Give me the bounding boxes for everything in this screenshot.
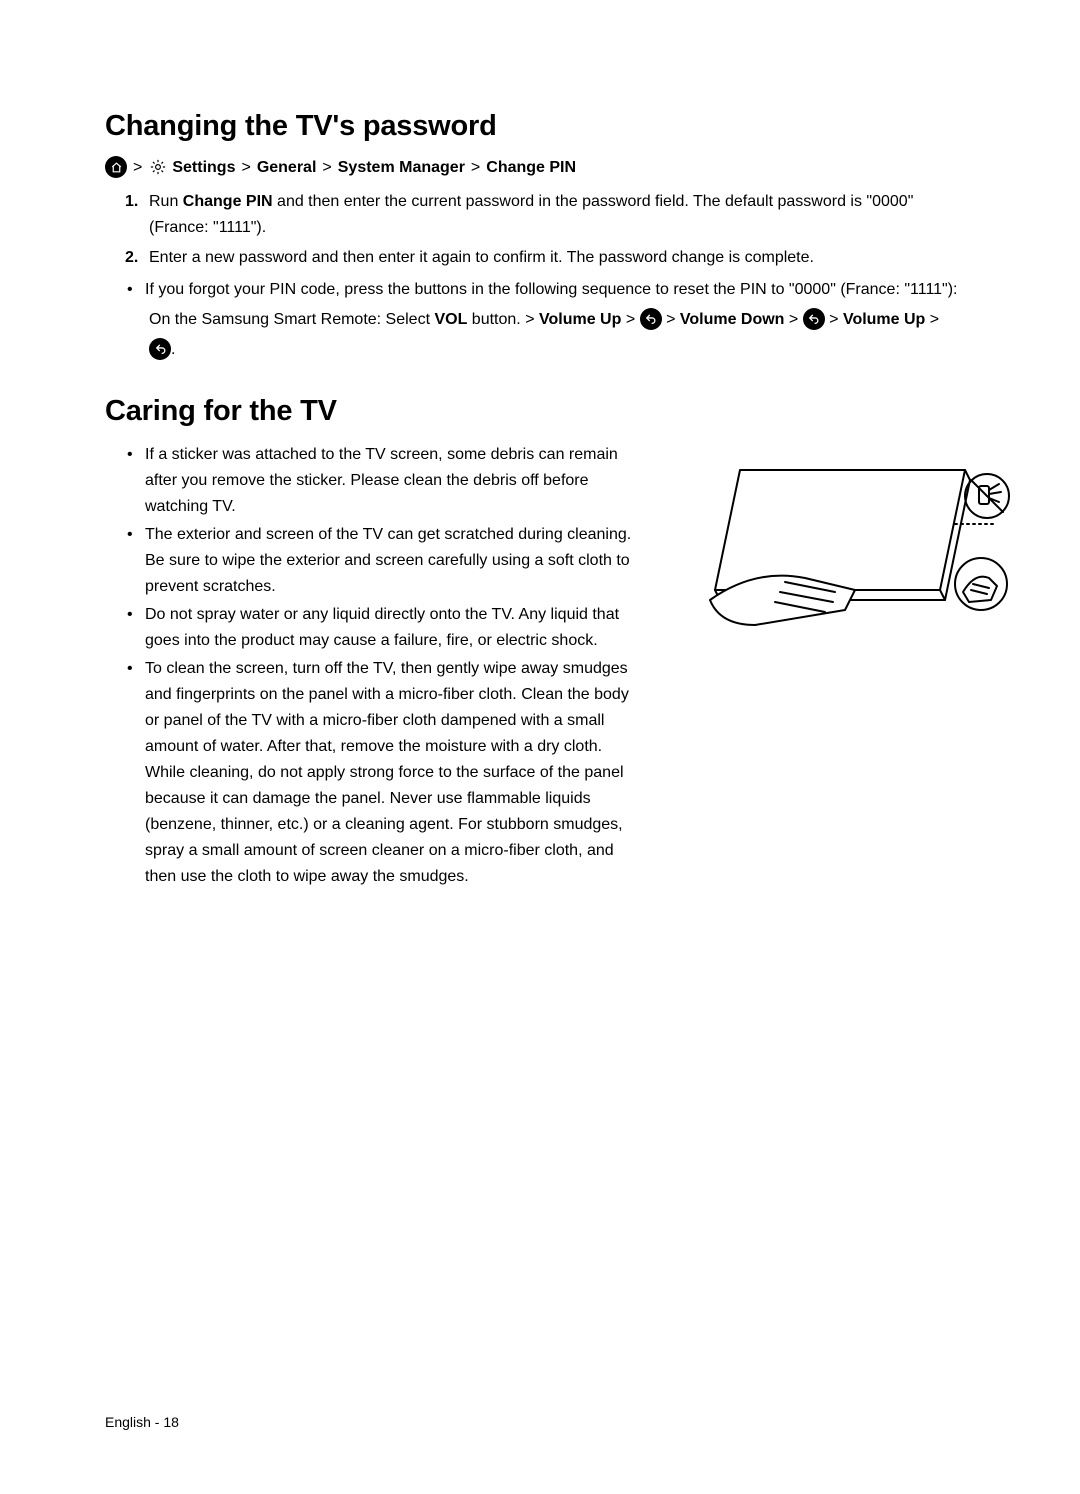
heading-change-password: Changing the TV's password	[105, 110, 975, 143]
sep: >	[930, 311, 939, 328]
page-footer: English - 18	[105, 1414, 179, 1430]
breadcrumb-settings: Settings	[172, 157, 235, 179]
home-icon	[105, 156, 127, 178]
step-text-bold: Change PIN	[183, 193, 273, 210]
caring-bullet-list: If a sticker was attached to the TV scre…	[125, 442, 645, 890]
steps-list: Run Change PIN and then enter the curren…	[125, 189, 975, 271]
breadcrumb-system-manager: System Manager	[338, 157, 465, 179]
volume-up-label: Volume Up	[539, 311, 621, 328]
breadcrumb-path: > Settings > General > System Manager > …	[105, 157, 975, 179]
list-item: If you forgot your PIN code, press the b…	[125, 277, 975, 303]
period: .	[171, 341, 175, 358]
back-icon	[640, 308, 662, 330]
list-item: The exterior and screen of the TV can ge…	[125, 522, 645, 600]
list-item: If a sticker was attached to the TV scre…	[125, 442, 645, 520]
list-item: To clean the screen, turn off the TV, th…	[125, 656, 645, 890]
breadcrumb-sep: >	[471, 157, 480, 179]
gear-icon	[148, 157, 168, 177]
caring-block: If a sticker was attached to the TV scre…	[105, 442, 975, 892]
breadcrumb-sep: >	[322, 157, 331, 179]
bullet-text: To clean the screen, turn off the TV, th…	[145, 660, 629, 885]
breadcrumb-sep: >	[241, 157, 250, 179]
sep: >	[626, 311, 635, 328]
sep: >	[666, 311, 675, 328]
bullet-text: The exterior and screen of the TV can ge…	[145, 526, 631, 595]
step-text: Enter a new password and then enter it a…	[149, 249, 814, 266]
volume-up-label: Volume Up	[843, 311, 925, 328]
document-page: Changing the TV's password > Settings > …	[0, 0, 1080, 1494]
pin-reset-bullet-list: If you forgot your PIN code, press the b…	[125, 277, 975, 303]
volume-down-label: Volume Down	[680, 311, 785, 328]
bullet-text: Do not spray water or any liquid directl…	[145, 606, 619, 649]
cleaning-illustration	[685, 442, 1015, 645]
sep: >	[789, 311, 798, 328]
vol-label: VOL	[434, 311, 467, 328]
back-icon	[803, 308, 825, 330]
breadcrumb-change-pin: Change PIN	[486, 157, 576, 179]
back-icon	[149, 338, 171, 360]
breadcrumb-general: General	[257, 157, 317, 179]
step-item: Enter a new password and then enter it a…	[125, 245, 975, 271]
remote-intro: On the Samsung Smart Remote: Select	[149, 311, 434, 328]
bullet-text: If you forgot your PIN code, press the b…	[145, 281, 958, 298]
caring-text-column: If a sticker was attached to the TV scre…	[105, 442, 645, 892]
step-text-prefix: Run	[149, 193, 183, 210]
bullet-text: If a sticker was attached to the TV scre…	[145, 446, 618, 515]
list-item: Do not spray water or any liquid directl…	[125, 602, 645, 654]
remote-sequence: On the Samsung Smart Remote: Select VOL …	[149, 305, 975, 365]
heading-caring: Caring for the TV	[105, 395, 975, 428]
button-word: button.	[467, 311, 525, 328]
breadcrumb-sep: >	[133, 157, 142, 179]
sep: >	[525, 311, 534, 328]
sep: >	[829, 311, 838, 328]
step-item: Run Change PIN and then enter the curren…	[125, 189, 975, 241]
